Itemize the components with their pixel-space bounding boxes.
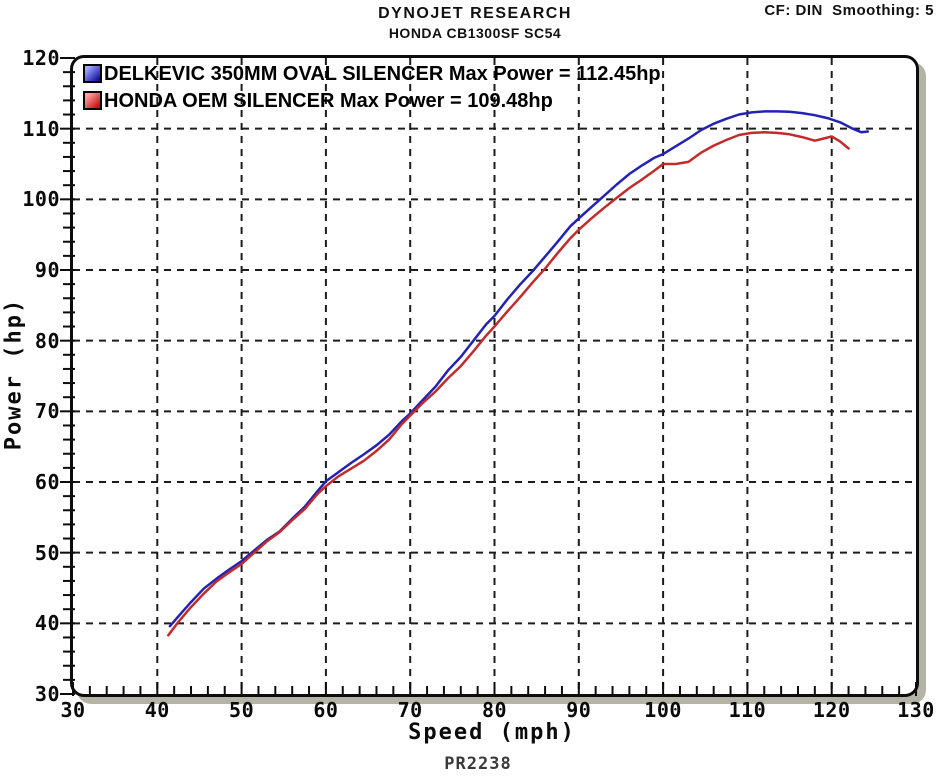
x-tick-label: 40 (144, 698, 170, 722)
x-tick-label: 120 (812, 698, 851, 722)
page-title: DYNOJET RESEARCH (378, 5, 572, 22)
legend-item-delkevic: DELKEVIC 350MM OVAL SILENCER Max Power =… (83, 60, 661, 87)
x-tick-label: 70 (397, 698, 423, 722)
x-axis-title: Speed (mph) (408, 720, 576, 745)
y-tick-label: 100 (22, 187, 60, 212)
y-tick-label: 50 (34, 540, 60, 565)
y-tick-label: 90 (34, 258, 60, 282)
dyno-chart-canvas (60, 57, 917, 696)
legend-item-honda-oem: HONDA OEM SILENCER Max Power = 109.48hp (83, 87, 661, 114)
y-tick-label: 30 (34, 682, 60, 706)
legend-swatch-blue-icon (83, 64, 102, 83)
x-tick-label: 30 (60, 698, 86, 722)
chart-legend: DELKEVIC 350MM OVAL SILENCER Max Power =… (83, 60, 661, 114)
x-tick-label: 130 (897, 698, 935, 722)
x-tick-label: 50 (229, 698, 255, 722)
y-tick-label: 60 (34, 470, 60, 494)
page-subtitle: HONDA CB1300SF SC54 (388, 25, 562, 41)
legend-swatch-red-icon (83, 91, 102, 110)
plot-frame: DELKEVIC 350MM OVAL SILENCER Max Power =… (60, 55, 919, 697)
run-id-label: PR2238 (444, 754, 512, 774)
y-tick-label: 40 (34, 611, 60, 636)
x-tick-label: 80 (481, 698, 508, 722)
y-tick-label: 70 (34, 399, 60, 424)
legend-label-delkevic: DELKEVIC 350MM OVAL SILENCER Max Power =… (104, 62, 661, 85)
x-tick-label: 110 (728, 698, 767, 722)
series-line-delkevic (168, 110, 870, 628)
series-line-honda-oem (167, 131, 850, 637)
x-tick-label: 100 (644, 698, 682, 722)
x-tick-label: 90 (566, 698, 592, 722)
y-tick-label: 110 (22, 116, 60, 141)
y-axis-title: Power (hp) (1, 297, 27, 451)
legend-label-honda-oem: HONDA OEM SILENCER Max Power = 109.48hp (104, 89, 553, 112)
y-tick-label: 120 (22, 46, 60, 70)
y-tick-label: 80 (34, 328, 60, 353)
x-tick-label: 60 (313, 698, 339, 722)
correction-smoothing-label: CF: DIN Smoothing: 5 (764, 2, 934, 19)
